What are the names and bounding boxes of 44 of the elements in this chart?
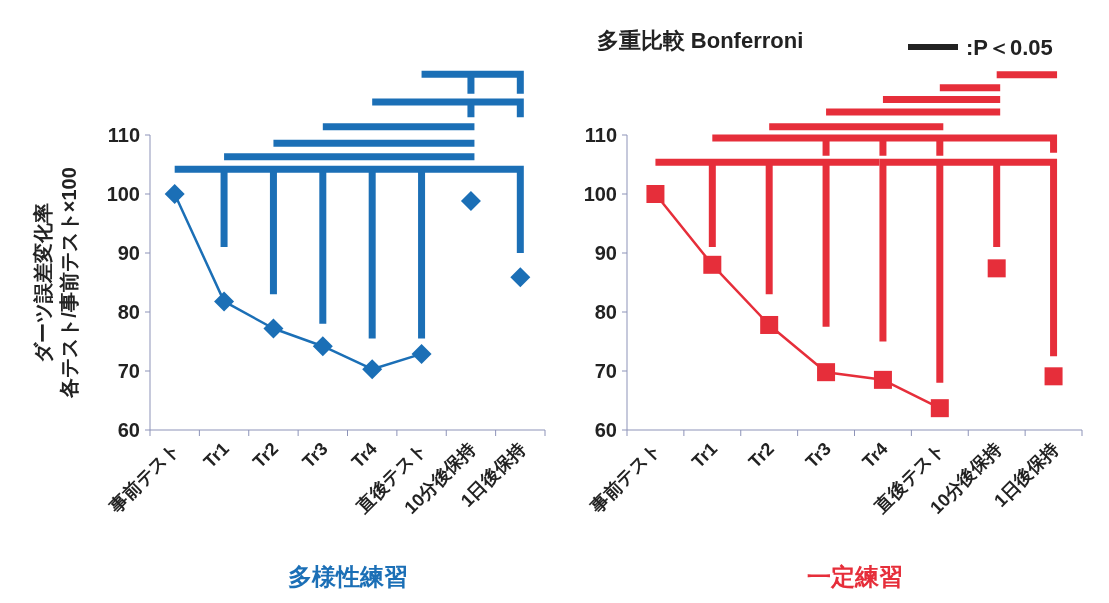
point [510, 267, 531, 288]
x-tick-label: Tr1 [687, 438, 722, 472]
y-tick-label: 60 [594, 419, 617, 441]
text: 各テスト/事前テスト×100 [58, 167, 80, 399]
chart-title: 多重比較 Bonferroni [596, 28, 804, 53]
y-tick-label: 60 [117, 419, 140, 441]
x-tick-label: Tr3 [801, 438, 835, 472]
point [987, 259, 1006, 278]
point [460, 191, 481, 212]
x-tick-label: Tr1 [199, 438, 233, 472]
point [362, 359, 383, 380]
y-axis-title: ダーツ誤差変化率 [32, 202, 54, 363]
point [760, 315, 779, 334]
text: :P＜0.05 [966, 35, 1053, 60]
point [411, 343, 432, 364]
point [164, 184, 185, 204]
y-tick-label: 80 [117, 301, 140, 323]
point [817, 363, 836, 382]
point [214, 291, 235, 312]
y-tick-label: 70 [117, 360, 140, 382]
y-tick-label: 110 [107, 124, 140, 146]
x-tick-label: Tr2 [249, 438, 283, 472]
point [873, 370, 892, 389]
x-tick-label: Tr4 [858, 438, 892, 472]
point [1044, 367, 1063, 386]
y-tick-label: 90 [117, 242, 140, 264]
point [703, 255, 722, 274]
x-tick-label: 事前テスト [105, 438, 184, 518]
point [646, 185, 665, 203]
point [312, 336, 333, 357]
y-tick-label: 90 [594, 242, 617, 264]
y-tick-label: 70 [594, 360, 617, 382]
y-tick-label: 110 [584, 124, 617, 146]
x-axis-title: 一定練習 [806, 563, 903, 590]
x-tick-label: 事前テスト [585, 438, 665, 518]
y-tick-label: 80 [594, 301, 617, 323]
x-tick-label: Tr2 [744, 438, 779, 472]
x-tick-label: Tr3 [298, 438, 332, 472]
point [263, 318, 284, 339]
x-axis-title: 多様性練習 [287, 563, 408, 590]
y-tick-label: 100 [583, 183, 617, 205]
point [930, 399, 949, 418]
x-tick-label: Tr4 [347, 438, 382, 472]
y-tick-label: 100 [106, 183, 140, 205]
